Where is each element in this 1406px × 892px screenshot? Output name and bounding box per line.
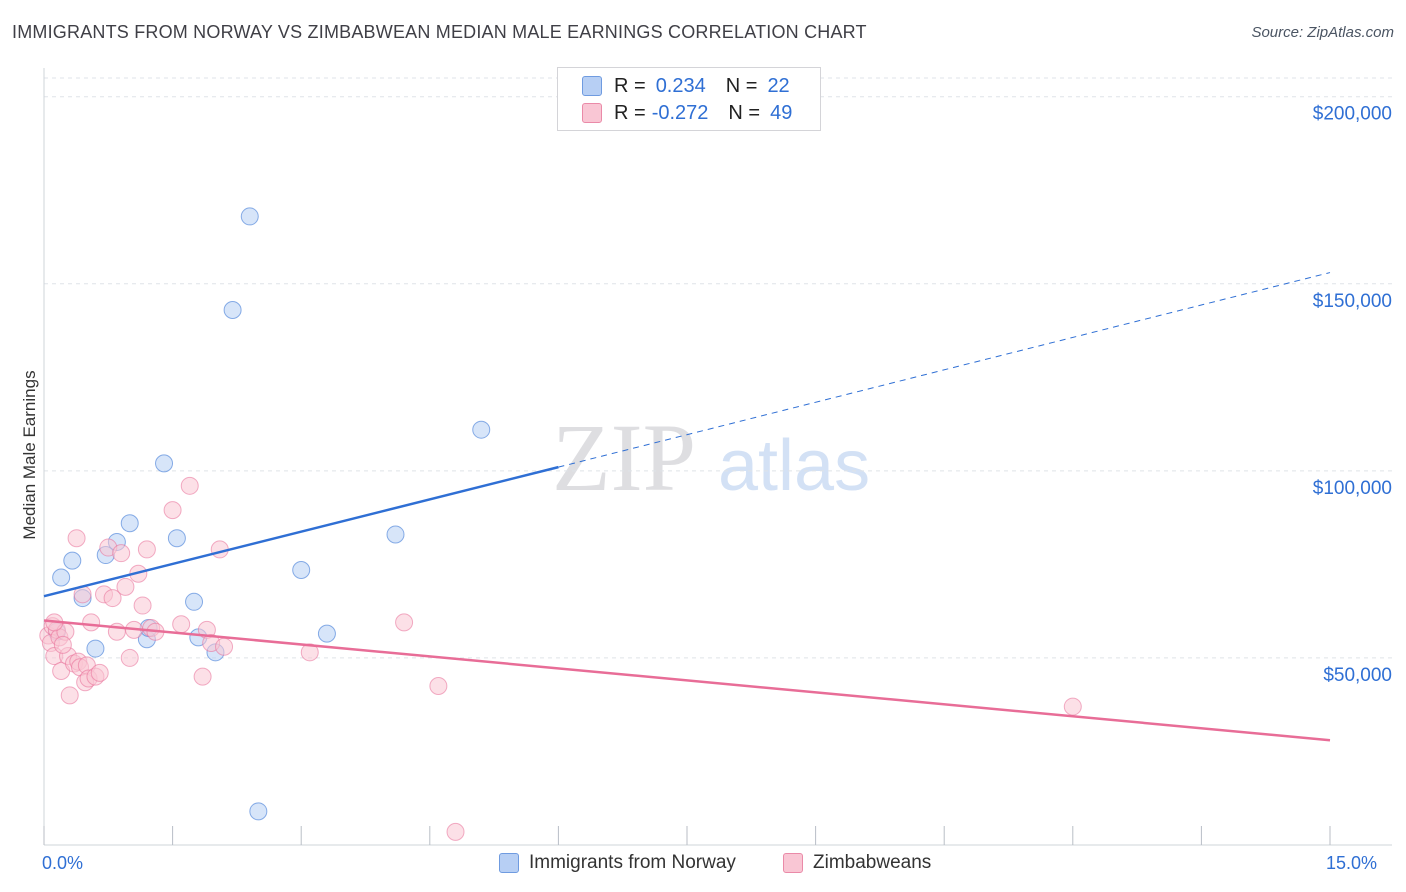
zimbabwe-point [90,663,109,682]
series-legend: Immigrants from Norway Zimbabweans [0,852,1406,878]
y-tick-label: $50,000 [1323,665,1392,686]
legend-label-norway: Immigrants from Norway [529,852,736,873]
zimbabwe-point [446,822,465,841]
norway-point [249,802,268,821]
x-tick-label-max: 15.0% [1326,853,1378,873]
stats-row-zimbabwe: R = -0.272 N = 49 [582,101,792,125]
zimbabwe-point [300,643,319,662]
zimbabwe-point [133,596,152,615]
norway-point [63,551,82,570]
watermark-zip: ZIP [552,404,696,511]
y-tick-label: $100,000 [1313,478,1392,499]
zimbabwe-point [82,613,101,632]
norway-trend-line [43,465,559,598]
norway-legend-icon [499,853,519,873]
norway-point [472,420,491,439]
zimbabwe-legend-icon [783,853,803,873]
zimbabwe-point [53,635,72,654]
legend-item-norway: Immigrants from Norway [499,852,736,874]
y-axis-label: Median Male Earnings [20,370,39,539]
norway-point [386,525,405,544]
stats-row-norway: R = 0.234 N = 22 [582,74,790,98]
zimbabwe-point [215,637,234,656]
zimbabwe-point [395,613,414,632]
n-value: 49 [770,101,793,124]
r-value: 0.234 [655,74,706,97]
x-tick-label-min: 0.0% [42,853,84,873]
y-tick-label: $150,000 [1313,291,1392,312]
norway-point [317,624,336,643]
r-label: R = [614,101,646,124]
zimbabwe-point [180,476,199,495]
norway-point [292,561,311,580]
stats-legend: R = 0.234 N = 22 R = -0.272 N = 49 [557,67,821,131]
norway-swatch-icon [582,76,602,96]
zimbabwe-swatch-icon [582,103,602,123]
norway-point [240,207,259,226]
y-tick-label: $200,000 [1313,104,1392,125]
zimbabwe-point [429,676,448,695]
norway-point [52,568,71,587]
zimbabwe-point [103,589,122,608]
zimbabwe-point [60,686,79,705]
norway-point [86,639,105,658]
norway-point [120,514,139,533]
zimbabwe-point [137,540,156,559]
n-value: 22 [767,74,790,97]
norway-point [167,529,186,548]
zimbabwe-point [116,577,135,596]
r-value: -0.272 [651,101,709,124]
zimbabwe-trend-line [43,619,1331,742]
zimbabwe-point [1063,697,1082,716]
source-label: Source: ZipAtlas.com [1251,24,1394,41]
n-label: N = [725,74,758,97]
zimbabwe-point [67,529,86,548]
norway-point [155,454,174,473]
legend-label-zimbabwe: Zimbabweans [813,852,932,873]
watermark-atlas: atlas [718,426,870,506]
norway-point [185,592,204,611]
chart-title: IMMIGRANTS FROM NORWAY VS ZIMBABWEAN MED… [12,22,867,42]
zimbabwe-point [112,544,131,563]
norway-point [223,300,242,319]
n-label: N = [728,101,761,124]
norway-trend-extension [558,272,1331,468]
legend-item-zimbabwe: Zimbabweans [783,852,931,874]
zimbabwe-point [163,501,182,520]
zimbabwe-point [120,648,139,667]
zimbabwe-point [172,615,191,634]
r-label: R = [614,74,646,97]
zimbabwe-point [193,667,212,686]
